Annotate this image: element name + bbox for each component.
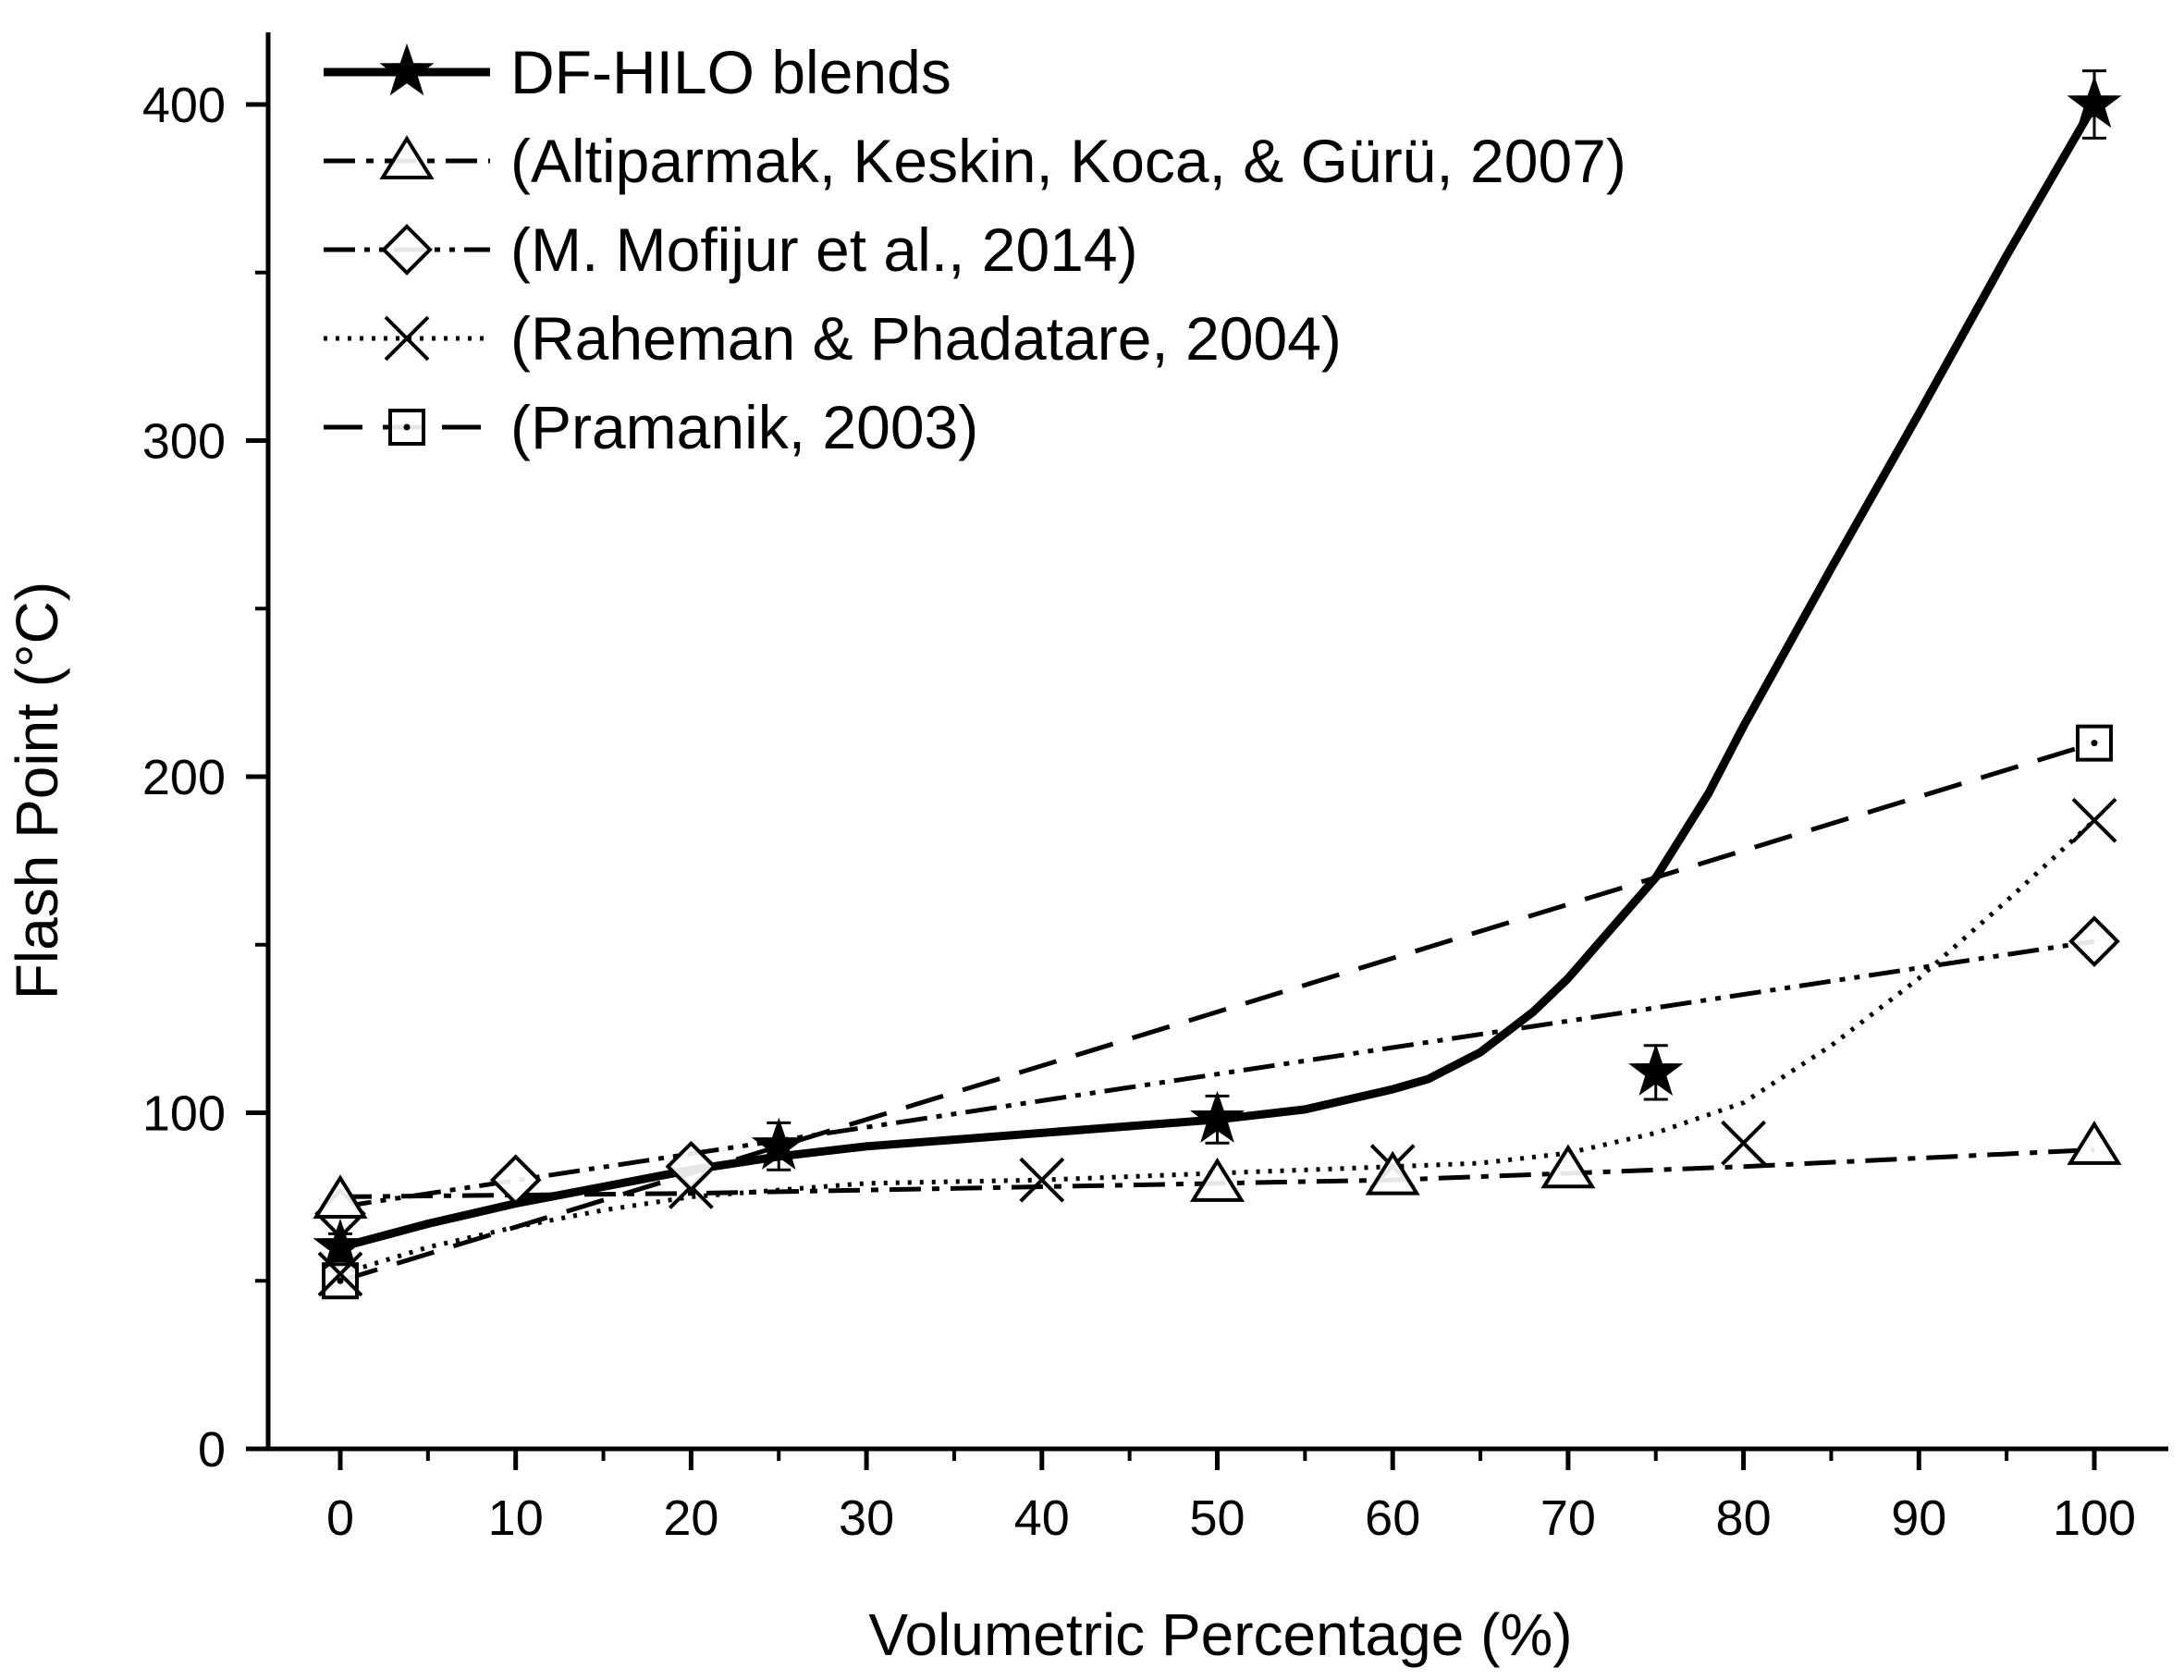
x-tick-label-0: 0: [326, 1490, 354, 1546]
legend-marker-series-0: [379, 43, 435, 96]
marker-series-4-0: [322, 1262, 359, 1300]
y-tick-label-400: 400: [142, 78, 226, 133]
marker-series-0-100: [2067, 75, 2122, 129]
x-tick-label-10: 10: [488, 1490, 544, 1546]
y-tick-label-0: 0: [198, 1422, 226, 1478]
marker-series-1-70: [1540, 1144, 1596, 1189]
marker-series-0-75: [1628, 1043, 1684, 1097]
y-tick-label-100: 100: [142, 1086, 226, 1142]
x-axis-title: Volumetric Percentage (%): [868, 1601, 1572, 1668]
data-markers: [313, 69, 2122, 1300]
x-tick-label-40: 40: [1014, 1490, 1070, 1546]
legend-marker-series-1: [379, 135, 435, 179]
legend-sample-series-4: [324, 409, 490, 446]
marker-series-3-80: [1721, 1120, 1767, 1166]
fit-line-series-2: [339, 938, 2095, 1209]
legend-marker-series-3: [384, 315, 430, 362]
legend-label-pramanik: (Pramanik, 2003): [510, 393, 978, 461]
legend-label-raheman: (Raheman & Phadatare, 2004): [510, 304, 1342, 373]
x-tick-label-80: 80: [1716, 1490, 1772, 1546]
legend-entry-altiparmak: (Altiparmak, Keskin, Koca, & Gürü, 2007): [324, 127, 1626, 195]
legend-sample-series-2: [324, 224, 490, 276]
marker-series-2-10: [489, 1154, 542, 1207]
legend: DF-HILO blends (Altiparmak, Keskin, Koca…: [324, 38, 1626, 461]
x-tick-label-70: 70: [1540, 1490, 1596, 1546]
marker-series-1-0: [313, 1174, 368, 1220]
marker-series-0-50: [1189, 1090, 1245, 1143]
legend-sample-series-3: [324, 315, 490, 362]
x-tick-label-30: 30: [839, 1490, 894, 1546]
marker-series-3-100: [2071, 797, 2117, 843]
legend-label-df-hilo: DF-HILO blends: [510, 38, 951, 106]
legend-marker-series-2: [381, 224, 433, 276]
y-tick-label-300: 300: [142, 414, 226, 470]
x-tick-label-60: 60: [1365, 1490, 1420, 1546]
marker-series-4-100: [2076, 724, 2113, 762]
legend-entry-mofijur: (M. Mofijur et al., 2014): [324, 215, 1138, 284]
marker-series-1-60: [1365, 1150, 1420, 1196]
legend-entry-raheman: (Raheman & Phadatare, 2004): [324, 304, 1342, 373]
fit-line-series-4: [339, 741, 2095, 1283]
marker-series-0-0: [313, 1218, 368, 1271]
x-tick-label-100: 100: [2053, 1490, 2136, 1546]
marker-series-2-20: [665, 1140, 718, 1193]
marker-series-0-25: [751, 1117, 806, 1171]
y-axis-title: Flash Point (°C): [4, 582, 70, 999]
x-tick-label-50: 50: [1189, 1490, 1245, 1546]
x-tick-label-90: 90: [1891, 1490, 1946, 1546]
y-tick-label-200: 200: [142, 750, 226, 805]
ticks: 0 10 20 30 40 50 60 70 80 90 100 0 100 200 300 400: [142, 78, 2136, 1546]
marker-series-3-0: [317, 1251, 363, 1297]
marker-series-3-40: [1019, 1157, 1065, 1203]
legend-entry-df-hilo: DF-HILO blends: [324, 38, 951, 106]
legend-sample-series-1: [324, 135, 490, 179]
legend-entry-pramanik: (Pramanik, 2003): [324, 393, 978, 461]
marker-series-2-100: [2068, 915, 2120, 967]
legend-marker-series-4: [388, 409, 425, 446]
marker-series-1-50: [1189, 1158, 1245, 1202]
x-tick-label-20: 20: [663, 1490, 718, 1546]
legend-label-mofijur: (M. Mofijur et al., 2014): [510, 215, 1138, 284]
legend-label-altiparmak: (Altiparmak, Keskin, Koca, & Gürü, 2007): [510, 127, 1626, 195]
legend-sample-series-0: [324, 43, 490, 96]
marker-series-1-100: [2067, 1121, 2122, 1165]
fit-line-series-3: [339, 818, 2096, 1277]
